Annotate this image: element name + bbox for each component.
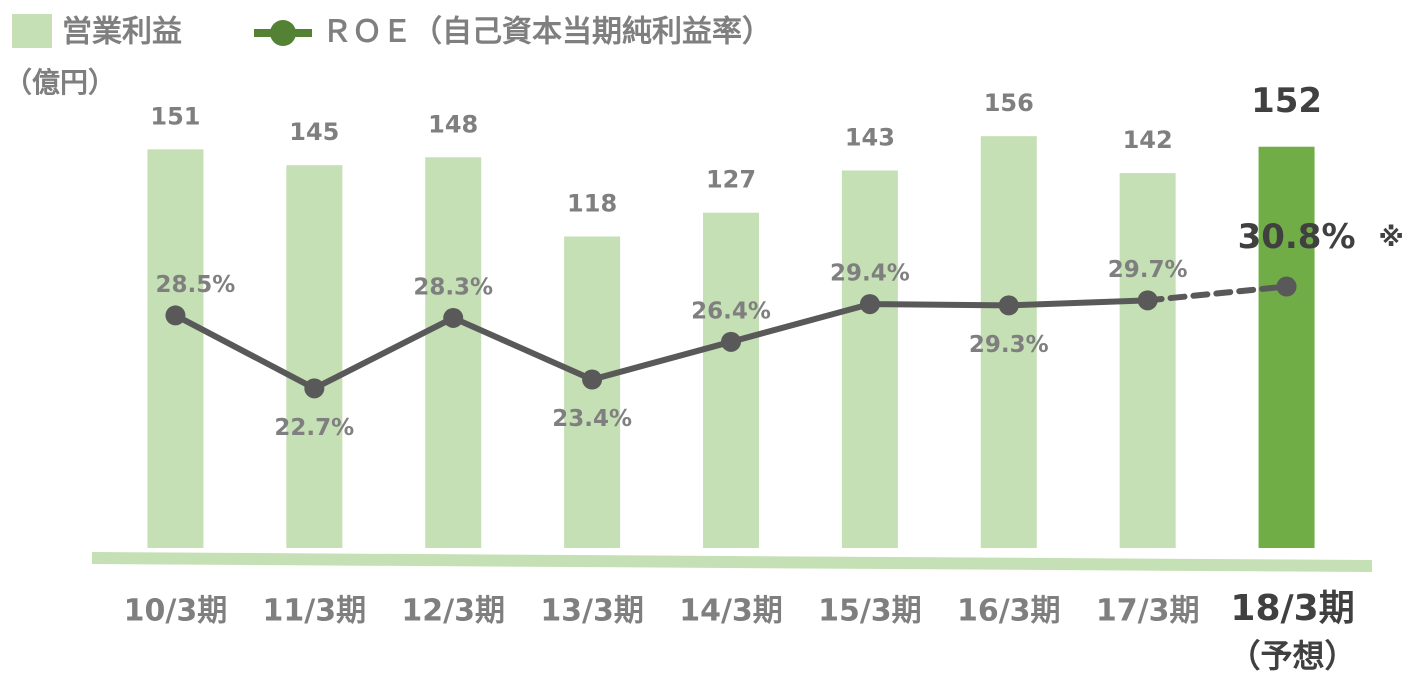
bar-value-label: 127 <box>706 166 756 194</box>
roe-line <box>728 301 873 345</box>
legend-marker <box>270 20 296 46</box>
roe-value-label: 28.5% <box>156 272 236 298</box>
x-tick-label: 13/3期 <box>540 594 644 629</box>
bar-value-label: 142 <box>1123 126 1173 154</box>
bar-value-label: 151 <box>150 102 200 130</box>
roe-line <box>450 314 596 383</box>
x-tick-label: 11/3期 <box>263 594 367 629</box>
roe-marker <box>1137 290 1158 311</box>
bar-value-label: 143 <box>845 123 895 151</box>
bar <box>980 136 1037 548</box>
roe-value-label: 30.8% <box>1238 217 1356 257</box>
x-tick-label: 15/3期 <box>818 594 922 629</box>
roe-value-label: 29.4% <box>830 261 910 287</box>
roe-line <box>1144 283 1290 304</box>
bar-value-label: 148 <box>428 110 478 138</box>
roe-line <box>866 301 1012 309</box>
roe-line <box>311 314 457 392</box>
roe-line <box>172 312 318 392</box>
legend-label: 営業利益 <box>62 15 182 50</box>
forecast-label: （予想） <box>1229 637 1357 675</box>
roe-marker <box>304 378 325 399</box>
bar <box>703 212 759 548</box>
x-tick-label: 10/3期 <box>124 594 228 629</box>
bar <box>286 165 343 548</box>
x-tick-label: 14/3期 <box>679 594 783 629</box>
bar <box>425 157 482 548</box>
bar-value-label: 152 <box>1251 81 1322 121</box>
roe-value-label: 28.3% <box>413 274 493 300</box>
roe-marker <box>582 369 603 390</box>
roe-value-label: 23.4% <box>552 406 632 432</box>
x-tick-label: 18/3期 <box>1230 588 1354 629</box>
roe-line <box>1005 297 1151 309</box>
bar <box>1119 173 1176 548</box>
roe-marker <box>721 331 741 352</box>
legend-swatch-bar <box>12 14 52 48</box>
roe-value-label: 26.4% <box>691 298 771 324</box>
bar <box>564 236 621 549</box>
x-tick-label: 12/3期 <box>401 594 505 629</box>
bar <box>147 149 204 549</box>
baseline-band <box>92 552 1372 572</box>
bar-value-label: 145 <box>289 118 339 146</box>
bar <box>841 170 898 549</box>
bar-value-label: 156 <box>984 89 1034 117</box>
roe-line <box>589 338 734 383</box>
roe-marker <box>165 305 186 326</box>
x-tick-label: 16/3期 <box>957 594 1061 629</box>
bar <box>1258 146 1315 548</box>
roe-value-label: 22.7% <box>274 415 354 441</box>
legend-label: ＲＯＥ（自己資本当期純利益率） <box>322 15 772 50</box>
annotation: ※ <box>1379 223 1404 253</box>
roe-marker <box>998 295 1019 316</box>
roe-marker <box>443 307 464 328</box>
roe-marker <box>1276 276 1297 297</box>
unit-label: （億円） <box>4 66 116 99</box>
roe-value-label: 29.7% <box>1108 257 1188 283</box>
x-tick-label: 17/3期 <box>1096 594 1200 629</box>
roe-value-label: 29.3% <box>969 332 1049 358</box>
roe-marker <box>859 294 880 315</box>
bar-value-label: 118 <box>567 189 617 217</box>
